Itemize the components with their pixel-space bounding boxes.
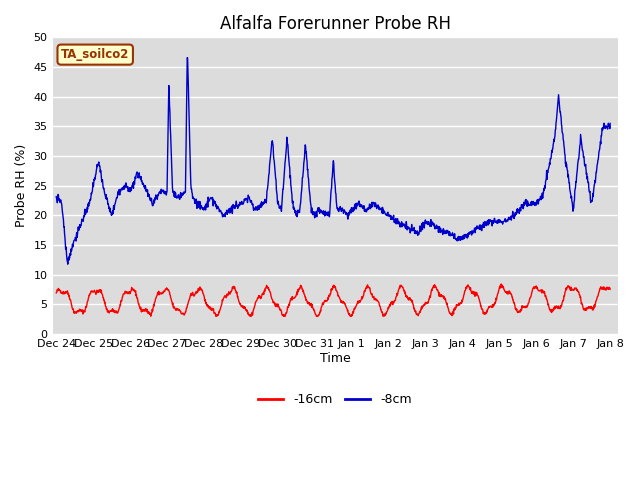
Title: Alfalfa Forerunner Probe RH: Alfalfa Forerunner Probe RH: [220, 15, 451, 33]
Legend: -16cm, -8cm: -16cm, -8cm: [253, 388, 417, 411]
X-axis label: Time: Time: [319, 352, 351, 365]
Text: TA_soilco2: TA_soilco2: [61, 48, 129, 61]
Y-axis label: Probe RH (%): Probe RH (%): [15, 144, 28, 228]
